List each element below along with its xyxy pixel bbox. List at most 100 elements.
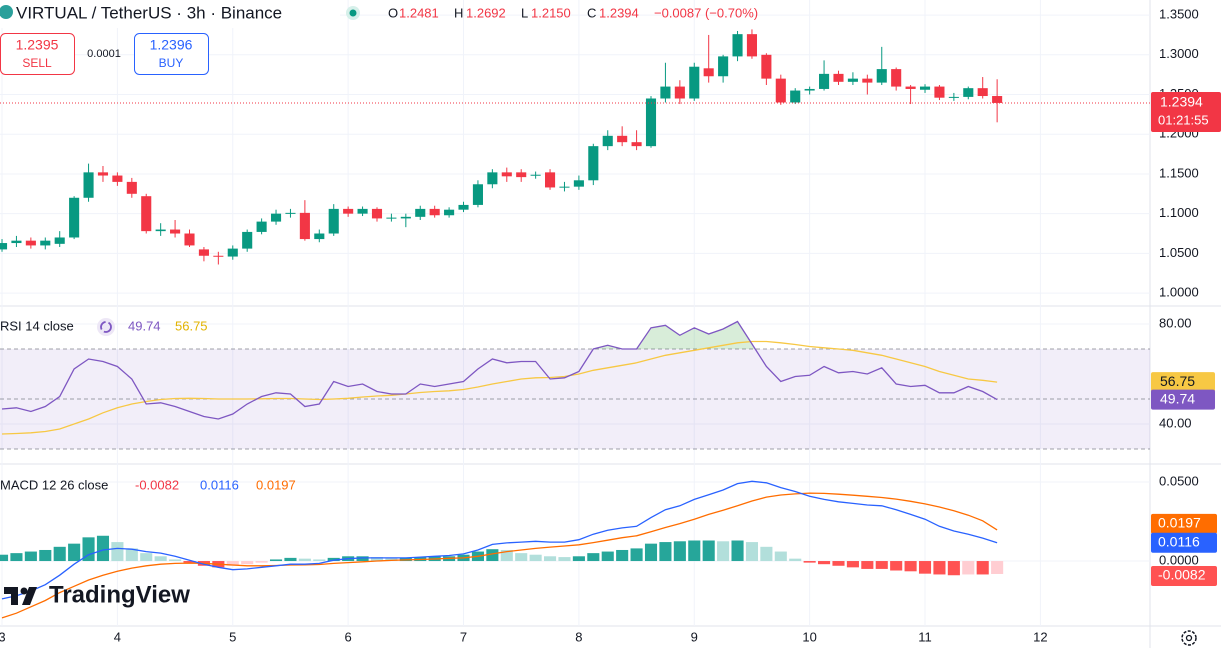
macd-histogram-bar	[875, 561, 888, 569]
macd-badge-label: 0.0116	[1158, 533, 1200, 549]
macd-histogram-bar	[558, 557, 571, 562]
candle-body	[602, 135, 613, 147]
macd-value: 0.0116	[200, 477, 239, 492]
macd-histogram-bar	[774, 551, 787, 562]
macd-histogram-bar	[947, 561, 960, 576]
candle-body	[919, 86, 931, 90]
macd-histogram-bar	[918, 561, 932, 574]
candle-body	[761, 54, 772, 79]
candle-body	[862, 78, 873, 83]
candle-body	[775, 78, 786, 103]
rsi-ma-badge	[1151, 372, 1215, 393]
candle-body	[69, 197, 80, 238]
macd-histogram-bar	[356, 556, 369, 562]
candle-body	[170, 229, 181, 234]
candle-body	[444, 209, 455, 216]
y-tick-label: 1.3000	[1159, 46, 1199, 61]
macd-signal-line	[1, 492, 998, 619]
macd-histogram-bar	[616, 549, 629, 562]
macd-histogram-bar	[0, 554, 9, 562]
price-badge-label: 1.2394	[1160, 94, 1203, 110]
candle-body	[184, 233, 195, 246]
macd-histogram-bar	[846, 561, 859, 568]
macd-histogram-bar	[601, 551, 614, 562]
macd-histogram-bar	[82, 537, 95, 562]
settings-icon[interactable]	[1181, 630, 1197, 646]
candle-body	[833, 73, 844, 82]
buy-button[interactable]	[134, 33, 209, 75]
macd-histogram-bar	[962, 561, 975, 575]
candle-body	[0, 243, 8, 250]
candle-body	[790, 90, 801, 103]
macd-signal-badge	[1151, 513, 1217, 534]
candle-body	[631, 142, 642, 147]
y-tick-label: 80.00	[1159, 315, 1192, 330]
rsi-line	[1, 320, 998, 420]
legend-key: C	[587, 5, 596, 20]
price-badge	[1151, 91, 1221, 132]
x-tick-label: 6	[345, 629, 352, 644]
sell-price: 1.2395	[16, 37, 59, 53]
candle-body	[674, 86, 685, 99]
macd-histogram-bar	[39, 549, 52, 562]
macd-histogram-bar	[255, 561, 268, 563]
macd-histogram-bar	[832, 561, 845, 566]
macd-histogram-bar	[688, 540, 701, 562]
rsi-icon	[97, 318, 115, 336]
macd-signal-badge-label: 0.0197	[1158, 515, 1201, 531]
macd-histogram-bar	[169, 559, 182, 562]
macd-histogram-bar	[284, 557, 297, 562]
macd-histogram-bar	[154, 556, 167, 562]
x-tick-label: 12	[1033, 629, 1047, 644]
legend-high: 1.2692	[466, 5, 506, 20]
candle-body	[213, 255, 224, 257]
candle-body	[689, 66, 700, 99]
candle-body	[299, 212, 310, 240]
macd-hist-badge	[1151, 565, 1217, 586]
candle-body	[660, 86, 671, 99]
macd-histogram-bar	[269, 559, 283, 562]
macd-histogram-bar	[241, 561, 254, 565]
macd-hist-value: -0.0082	[135, 477, 179, 492]
macd-histogram-bar	[529, 554, 542, 562]
candle-body	[617, 135, 628, 143]
candle-body	[977, 88, 988, 97]
candle-body	[357, 208, 368, 214]
candle-body	[155, 229, 166, 232]
candle-body	[934, 86, 945, 98]
y-tick-label: 0.0500	[1159, 473, 1199, 488]
candle-body	[126, 181, 137, 194]
macd-histogram-bar	[385, 557, 398, 562]
macd-histogram-bar	[702, 540, 715, 562]
candle-body	[343, 208, 354, 214]
y-tick-label: 40.00	[1159, 415, 1192, 430]
y-tick-label: 1.1000	[1159, 205, 1199, 220]
legend-change: −0.0087 (−0.70%)	[654, 5, 758, 20]
x-tick-label: 7	[460, 629, 467, 644]
candle-body	[645, 98, 657, 147]
candle-body	[25, 240, 36, 246]
candle-body	[314, 233, 325, 240]
candle-body	[400, 216, 411, 219]
sell-button[interactable]	[0, 33, 75, 75]
macd-histogram-bar	[731, 540, 744, 562]
macd-histogram-bar	[298, 558, 311, 562]
candle-body	[732, 34, 743, 57]
candle-body	[559, 186, 570, 188]
rsi-ma-value: 56.75	[175, 318, 208, 333]
macd-histogram-bar	[486, 549, 499, 562]
y-tick-label: 1.1500	[1159, 165, 1199, 180]
candle-body	[415, 208, 426, 217]
x-tick-label: 4	[114, 629, 121, 644]
candle-body	[487, 172, 498, 185]
symbol-icon	[0, 5, 13, 19]
macd-histogram-bar	[96, 535, 110, 562]
rsi-badge	[1151, 389, 1215, 410]
candle-body	[891, 69, 902, 87]
x-tick-label: 9	[691, 629, 698, 644]
legend-open: 1.2481	[399, 5, 439, 20]
candle-body	[501, 172, 512, 177]
macd-badge	[1151, 532, 1217, 553]
brand-name: TradingView	[49, 581, 190, 608]
